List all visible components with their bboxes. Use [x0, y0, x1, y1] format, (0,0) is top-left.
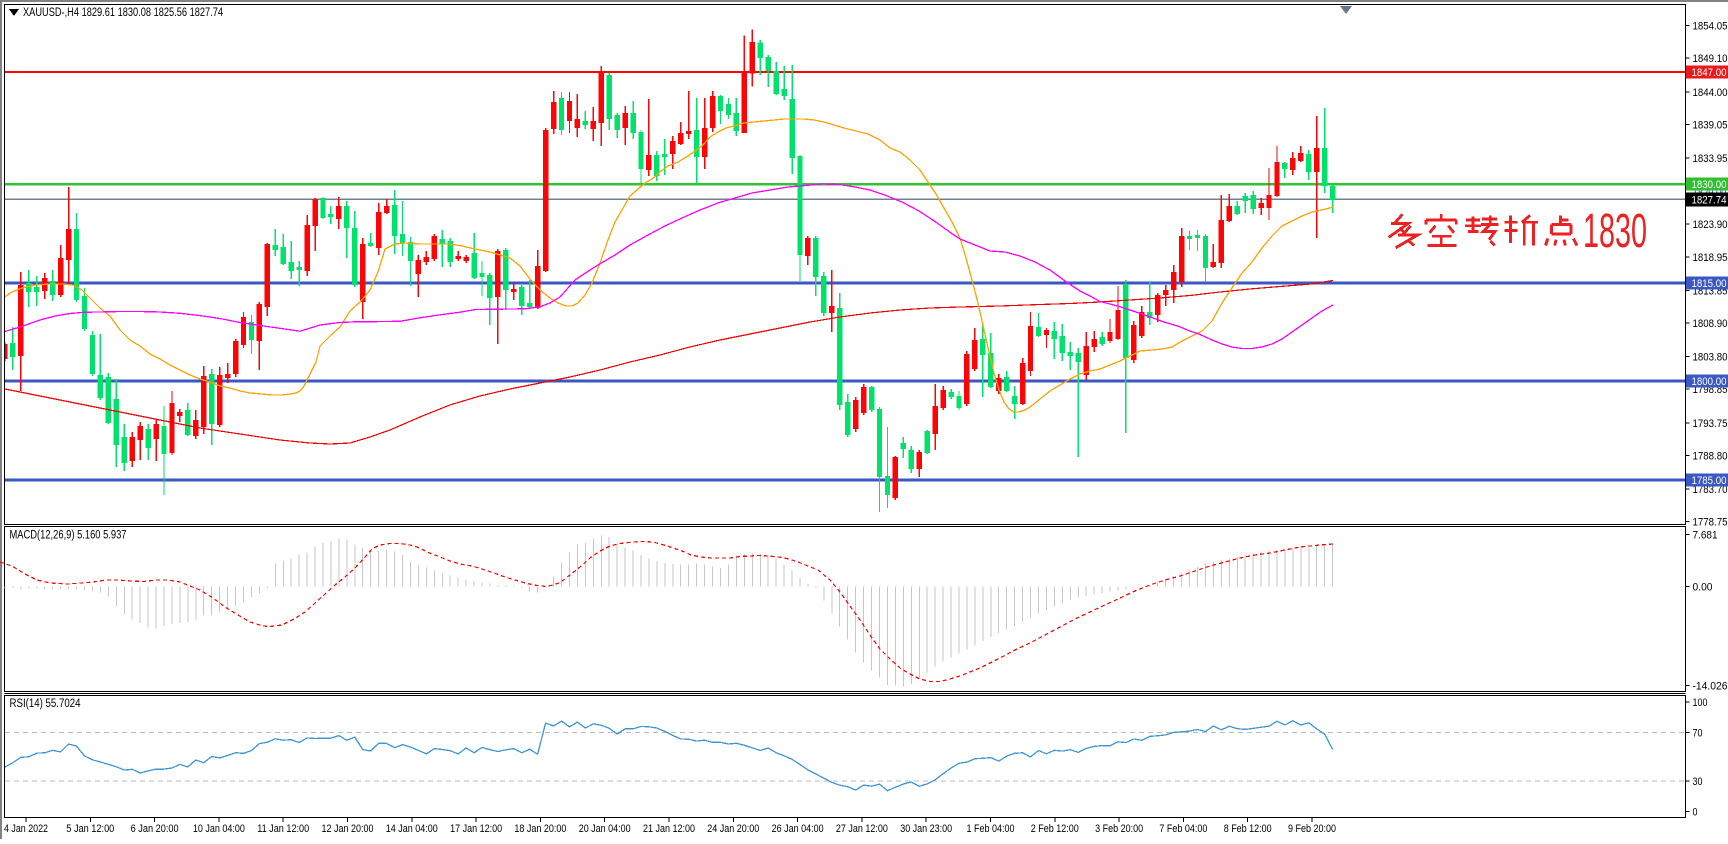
svg-text:1827.74: 1827.74 [1692, 195, 1727, 207]
svg-text:1800.00: 1800.00 [1692, 376, 1727, 388]
svg-text:24 Jan 20:00: 24 Jan 20:00 [707, 823, 759, 835]
svg-text:20 Jan 04:00: 20 Jan 04:00 [579, 823, 631, 835]
svg-text:1847.00: 1847.00 [1692, 67, 1727, 79]
svg-text:1785.00: 1785.00 [1692, 475, 1727, 487]
svg-text:30: 30 [1693, 776, 1703, 788]
svg-text:21 Jan 12:00: 21 Jan 12:00 [643, 823, 695, 835]
svg-text:11 Jan 12:00: 11 Jan 12:00 [257, 823, 309, 835]
svg-text:1830: 1830 [1583, 205, 1647, 258]
svg-text:3 Feb 20:00: 3 Feb 20:00 [1095, 823, 1143, 835]
svg-text:1849.10: 1849.10 [1693, 53, 1728, 65]
svg-text:100: 100 [1693, 697, 1708, 709]
svg-text:2 Feb 12:00: 2 Feb 12:00 [1031, 823, 1079, 835]
svg-text:8 Feb 12:00: 8 Feb 12:00 [1224, 823, 1272, 835]
svg-text:30 Jan 23:00: 30 Jan 23:00 [900, 823, 952, 835]
svg-text:0.00: 0.00 [1693, 581, 1713, 593]
svg-text:1793.75: 1793.75 [1693, 418, 1728, 430]
svg-text:12 Jan 20:00: 12 Jan 20:00 [322, 823, 374, 835]
svg-text:1788.80: 1788.80 [1693, 450, 1728, 462]
svg-text:7.681: 7.681 [1693, 530, 1718, 542]
svg-text:1803.80: 1803.80 [1693, 352, 1728, 364]
svg-text:1 Feb 04:00: 1 Feb 04:00 [967, 823, 1015, 835]
svg-text:MACD(12,26,9) 5.160 5.937: MACD(12,26,9) 5.160 5.937 [10, 530, 127, 542]
svg-text:14 Jan 04:00: 14 Jan 04:00 [386, 823, 438, 835]
svg-text:1839.05: 1839.05 [1693, 119, 1728, 131]
svg-text:26 Jan 04:00: 26 Jan 04:00 [772, 823, 824, 835]
svg-text:70: 70 [1693, 727, 1703, 739]
svg-text:0: 0 [1693, 807, 1698, 819]
svg-text:1783.70: 1783.70 [1693, 484, 1728, 496]
svg-text:9 Feb 20:00: 9 Feb 20:00 [1288, 823, 1336, 835]
svg-text:1818.95: 1818.95 [1693, 252, 1728, 264]
svg-text:XAUUSD-,H4 1829.61 1830.08 18: XAUUSD-,H4 1829.61 1830.08 1825.56 1827.… [23, 7, 223, 19]
svg-text:18 Jan 20:00: 18 Jan 20:00 [514, 823, 566, 835]
svg-text:RSI(14) 55.7024: RSI(14) 55.7024 [10, 698, 82, 710]
svg-text:10 Jan 04:00: 10 Jan 04:00 [193, 823, 245, 835]
svg-text:1830.00: 1830.00 [1692, 179, 1727, 191]
svg-text:7 Feb 04:00: 7 Feb 04:00 [1159, 823, 1207, 835]
svg-text:4 Jan 2022: 4 Jan 2022 [4, 823, 48, 835]
svg-text:27 Jan 12:00: 27 Jan 12:00 [836, 823, 888, 835]
svg-text:17 Jan 12:00: 17 Jan 12:00 [450, 823, 502, 835]
svg-text:1815.00: 1815.00 [1692, 278, 1727, 290]
svg-text:-14.026: -14.026 [1693, 680, 1728, 692]
svg-text:1823.90: 1823.90 [1693, 219, 1728, 231]
svg-text:6 Jan 20:00: 6 Jan 20:00 [131, 823, 179, 835]
svg-text:1778.75: 1778.75 [1693, 517, 1728, 529]
svg-text:1833.95: 1833.95 [1693, 153, 1728, 165]
svg-text:1854.05: 1854.05 [1693, 21, 1728, 33]
svg-text:1808.90: 1808.90 [1693, 318, 1728, 330]
svg-text:1844.00: 1844.00 [1693, 87, 1728, 99]
svg-text:5 Jan 12:00: 5 Jan 12:00 [66, 823, 114, 835]
